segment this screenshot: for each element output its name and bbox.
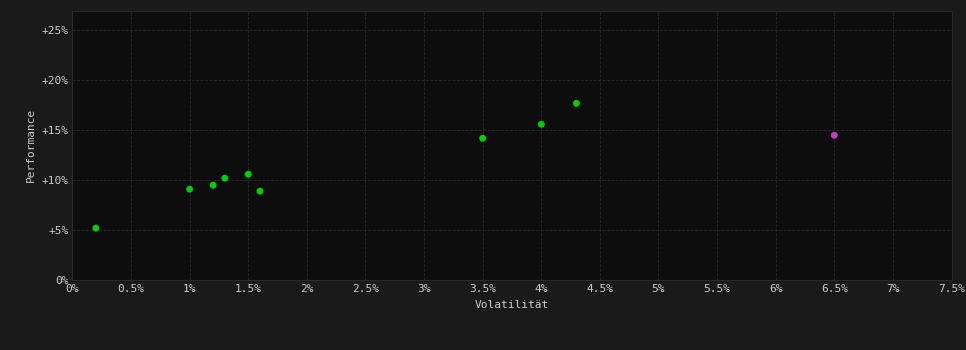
Point	[206, 182, 221, 188]
Point	[182, 186, 197, 192]
X-axis label: Volatilität: Volatilität	[475, 300, 549, 310]
Point	[569, 100, 584, 106]
Point	[241, 172, 256, 177]
Point	[217, 175, 233, 181]
Point	[252, 188, 268, 194]
Point	[88, 225, 103, 231]
Point	[475, 135, 491, 141]
Point	[827, 132, 842, 138]
Y-axis label: Performance: Performance	[26, 108, 36, 182]
Point	[533, 121, 549, 127]
